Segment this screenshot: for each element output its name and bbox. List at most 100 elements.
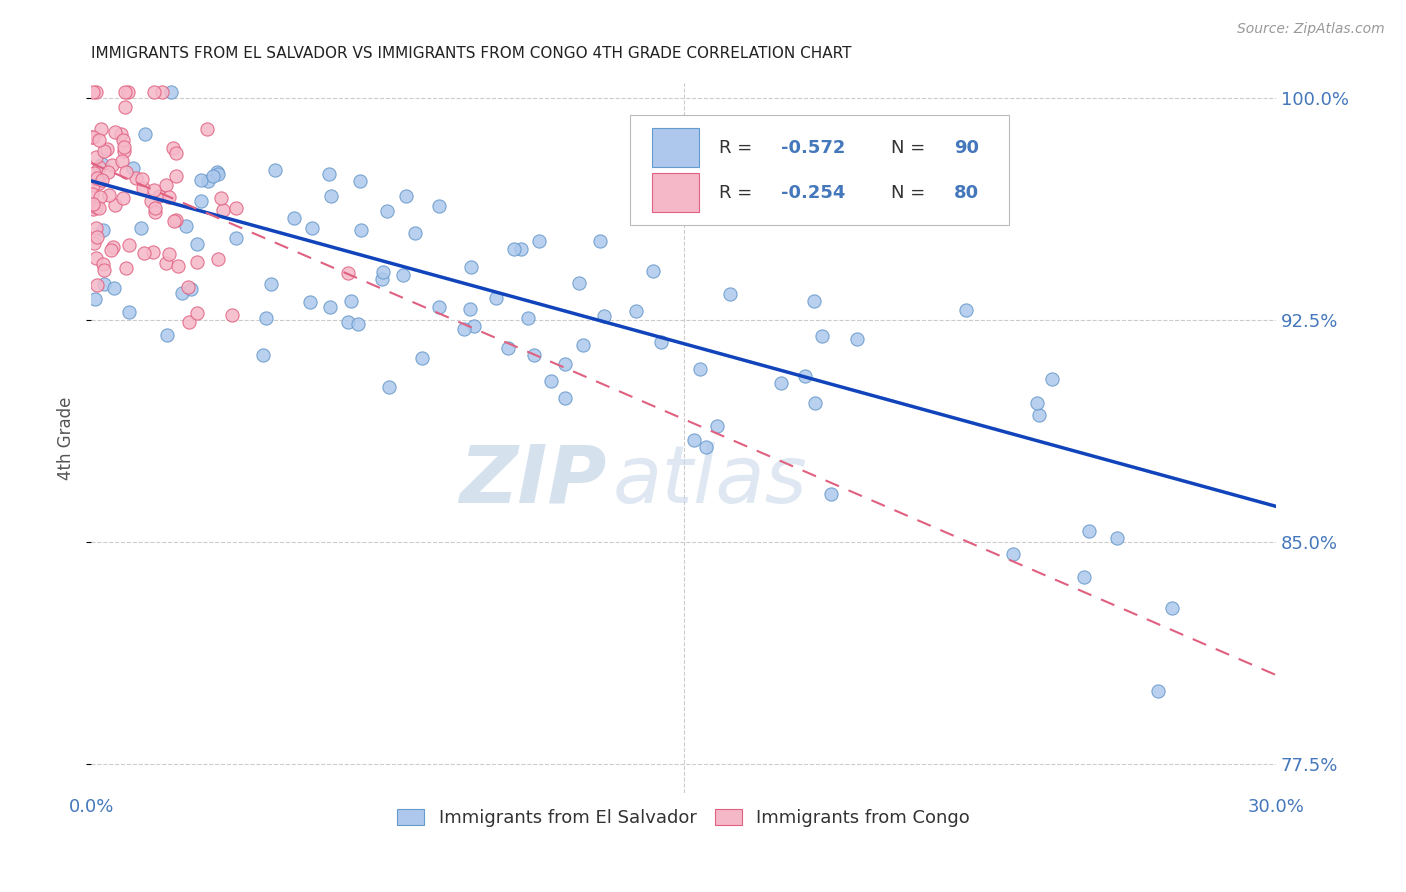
Point xyxy=(156,328,179,343)
Point xyxy=(117,238,139,252)
FancyBboxPatch shape xyxy=(651,173,699,212)
Point xyxy=(453,321,475,335)
Point xyxy=(460,260,482,275)
Point xyxy=(804,396,827,410)
Point xyxy=(80,187,103,202)
Point xyxy=(111,153,134,168)
Point xyxy=(378,380,401,394)
Point xyxy=(111,133,134,147)
Text: R =: R = xyxy=(718,139,758,157)
Point xyxy=(177,315,200,329)
Point xyxy=(589,235,612,249)
Point xyxy=(104,125,127,139)
Text: N =: N = xyxy=(891,139,931,157)
Point xyxy=(197,174,219,188)
Point xyxy=(349,174,371,188)
Point xyxy=(97,165,120,179)
Text: R =: R = xyxy=(718,185,758,202)
Point xyxy=(1105,531,1128,545)
Point xyxy=(139,194,162,209)
Point xyxy=(162,141,184,155)
Point xyxy=(592,309,614,323)
Point xyxy=(160,85,183,99)
Point xyxy=(301,220,323,235)
Point xyxy=(103,281,125,295)
Point xyxy=(80,129,103,144)
Point xyxy=(643,264,665,278)
Point xyxy=(114,144,136,158)
Point xyxy=(86,251,108,265)
Point xyxy=(89,160,111,174)
Point xyxy=(129,221,152,235)
Text: IMMIGRANTS FROM EL SALVADOR VS IMMIGRANTS FROM CONGO 4TH GRADE CORRELATION CHART: IMMIGRANTS FROM EL SALVADOR VS IMMIGRANT… xyxy=(91,46,852,62)
Point xyxy=(318,167,340,181)
Point xyxy=(143,201,166,215)
Point xyxy=(155,178,177,193)
Point xyxy=(485,291,508,305)
Point xyxy=(411,351,433,365)
Point xyxy=(150,85,173,99)
Text: -0.572: -0.572 xyxy=(780,139,845,157)
Point xyxy=(96,142,118,156)
Point xyxy=(212,203,235,218)
Point xyxy=(82,129,104,144)
Point xyxy=(264,163,287,178)
Point xyxy=(86,171,108,186)
Point xyxy=(1147,684,1170,698)
Point xyxy=(283,211,305,226)
Point xyxy=(252,348,274,362)
Point xyxy=(803,293,825,308)
Point xyxy=(89,201,111,215)
Point xyxy=(157,247,180,261)
Point xyxy=(689,361,711,376)
Point xyxy=(91,256,114,270)
Point xyxy=(103,198,125,212)
Point xyxy=(115,165,138,179)
Point xyxy=(103,240,125,254)
Point xyxy=(371,272,394,286)
Legend: Immigrants from El Salvador, Immigrants from Congo: Immigrants from El Salvador, Immigrants … xyxy=(389,801,977,834)
Point xyxy=(82,196,104,211)
Point xyxy=(683,434,706,448)
Point xyxy=(299,295,322,310)
Point xyxy=(706,418,728,433)
Point xyxy=(225,231,247,245)
Point xyxy=(375,204,398,219)
FancyBboxPatch shape xyxy=(630,115,1010,226)
Point xyxy=(496,342,519,356)
Point xyxy=(540,374,562,388)
Text: ZIP: ZIP xyxy=(460,442,606,520)
Point xyxy=(568,276,591,290)
Point xyxy=(87,176,110,190)
Point xyxy=(554,392,576,406)
Point xyxy=(350,223,373,237)
Point xyxy=(209,191,232,205)
Point xyxy=(89,133,111,147)
Point xyxy=(1161,600,1184,615)
Point xyxy=(115,260,138,275)
Point xyxy=(347,317,370,331)
Point xyxy=(86,277,108,292)
Point xyxy=(134,127,156,141)
Point xyxy=(114,100,136,114)
Point xyxy=(1040,372,1063,386)
Point xyxy=(1028,408,1050,422)
Point xyxy=(82,85,104,99)
Text: -0.254: -0.254 xyxy=(780,185,845,202)
Point xyxy=(1026,395,1049,409)
FancyBboxPatch shape xyxy=(651,128,699,167)
Point xyxy=(529,235,551,249)
Point xyxy=(98,187,121,202)
Point xyxy=(458,301,481,316)
Point xyxy=(82,202,104,216)
Point xyxy=(336,266,359,280)
Point xyxy=(1078,524,1101,539)
Point xyxy=(86,230,108,244)
Point xyxy=(100,243,122,257)
Point xyxy=(186,237,208,252)
Point xyxy=(820,487,842,501)
Text: N =: N = xyxy=(891,185,931,202)
Point xyxy=(190,194,212,209)
Point xyxy=(83,166,105,180)
Point xyxy=(165,169,187,183)
